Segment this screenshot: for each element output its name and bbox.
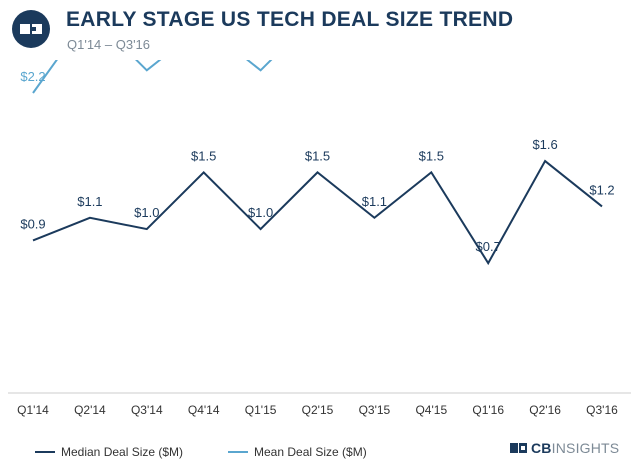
legend-item-median: Median Deal Size ($M) [35, 445, 183, 459]
legend-swatch-median [35, 451, 55, 453]
median-data-label: $1.1 [77, 194, 102, 209]
median-data-label: $1.0 [248, 205, 273, 220]
median-data-label: $0.9 [20, 216, 45, 231]
brand-name-light: INSIGHTS [551, 440, 620, 456]
chart-header: EARLY STAGE US TECH DEAL SIZE TREND Q1'1… [0, 0, 639, 60]
line-chart: Q1'14 Q2'14 Q3'14 Q4'14 Q1'15 Q2'15 Q3'15 Q4'15… [8, 60, 631, 417]
chart-title: EARLY STAGE US TECH DEAL SIZE TREND [66, 8, 514, 31]
legend-swatch-mean [228, 451, 248, 453]
x-tick-label: Q1'15 [245, 403, 277, 417]
mean-data-label: $2.4 [134, 60, 159, 61]
x-tick-label: Q2'14 [74, 403, 106, 417]
median-data-label: $1.1 [362, 194, 387, 209]
brand-watermark: CBINSIGHTS [510, 440, 619, 456]
x-tick-label: Q3'16 [586, 403, 618, 417]
x-tick-label: Q3'14 [131, 403, 163, 417]
x-tick-label: Q1'14 [17, 403, 49, 417]
legend: Median Deal Size ($M) Mean Deal Size ($M… [0, 440, 639, 462]
brand-name-bold: CB [531, 440, 552, 456]
mean-data-label: $2.2 [20, 69, 45, 84]
median-series-line [32, 159, 603, 266]
median-data-label: $0.7 [476, 239, 501, 254]
median-data-label: $1.6 [532, 137, 557, 152]
x-tick-label: Q3'15 [359, 403, 391, 417]
median-data-label: $1.0 [134, 205, 159, 220]
x-tick-label: Q2'15 [302, 403, 334, 417]
median-data-label: $1.5 [305, 148, 330, 163]
legend-label-mean: Mean Deal Size ($M) [254, 445, 367, 459]
mean-data-label: $2.4 [248, 60, 273, 61]
median-data-label: $1.2 [589, 182, 614, 197]
cb-insights-logo-icon [12, 10, 50, 48]
median-data-label: $1.5 [191, 148, 216, 163]
legend-item-mean: Mean Deal Size ($M) [228, 445, 367, 459]
cb-insights-mark-icon [510, 443, 527, 453]
median-data-label: $1.5 [419, 148, 444, 163]
mean-series-line [32, 60, 273, 94]
x-tick-label: Q2'16 [529, 403, 561, 417]
brand-name: CBINSIGHTS [531, 440, 619, 456]
legend-label-median: Median Deal Size ($M) [61, 445, 184, 459]
x-tick-label: Q1'16 [472, 403, 504, 417]
x-tick-label: Q4'14 [188, 403, 220, 417]
x-tick-label: Q4'15 [415, 403, 447, 417]
chart-subtitle: Q1'14 – Q3'16 [67, 37, 151, 52]
